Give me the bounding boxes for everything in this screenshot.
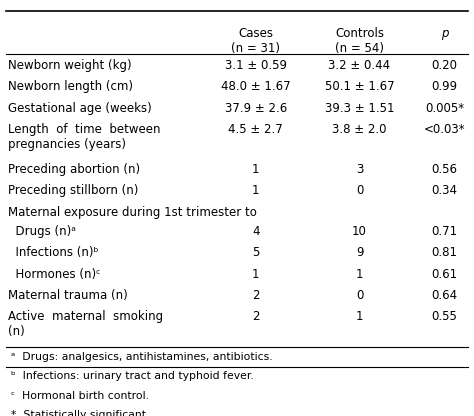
Text: 0: 0 [356,184,363,197]
Text: 39.3 ± 1.51: 39.3 ± 1.51 [325,102,394,115]
Text: Maternal exposure during 1st trimester to: Maternal exposure during 1st trimester t… [9,206,257,219]
Text: 1: 1 [252,163,260,176]
Text: 0.55: 0.55 [431,310,457,324]
Text: Preceding abortion (n): Preceding abortion (n) [9,163,141,176]
Text: 4: 4 [252,225,260,238]
Text: 0.71: 0.71 [431,225,457,238]
Text: 4.5 ± 2.7: 4.5 ± 2.7 [228,123,283,136]
Text: Drugs (n)ᵃ: Drugs (n)ᵃ [9,225,76,238]
Text: 1: 1 [356,310,363,324]
Text: 10: 10 [352,225,367,238]
Text: Maternal trauma (n): Maternal trauma (n) [9,289,128,302]
Text: 0.99: 0.99 [431,80,457,93]
Text: ᶜ  Hormonal birth control.: ᶜ Hormonal birth control. [11,391,149,401]
Text: 2: 2 [252,289,260,302]
Text: 0.56: 0.56 [431,163,457,176]
Text: ᵇ  Infections: urinary tract and typhoid fever.: ᵇ Infections: urinary tract and typhoid … [11,371,254,381]
Text: 3.8 ± 2.0: 3.8 ± 2.0 [332,123,387,136]
Text: Newborn length (cm): Newborn length (cm) [9,80,134,93]
Text: 2: 2 [252,310,260,324]
Text: Hormones (n)ᶜ: Hormones (n)ᶜ [9,267,101,280]
Text: 0: 0 [356,289,363,302]
Text: 50.1 ± 1.67: 50.1 ± 1.67 [325,80,394,93]
Text: 0.61: 0.61 [431,267,457,280]
Text: 48.0 ± 1.67: 48.0 ± 1.67 [221,80,291,93]
Text: Preceding stillborn (n): Preceding stillborn (n) [9,184,139,197]
Text: Gestational age (weeks): Gestational age (weeks) [9,102,152,115]
Text: 3.2 ± 0.44: 3.2 ± 0.44 [328,59,391,72]
Text: Newborn weight (kg): Newborn weight (kg) [9,59,132,72]
Text: 9: 9 [356,246,363,259]
Text: 37.9 ± 2.6: 37.9 ± 2.6 [225,102,287,115]
Text: 1: 1 [356,267,363,280]
Text: Length  of  time  between
pregnancies (years): Length of time between pregnancies (year… [9,123,161,151]
Text: p: p [441,27,448,40]
Text: 0.81: 0.81 [431,246,457,259]
Text: Active  maternal  smoking
(n): Active maternal smoking (n) [9,310,164,339]
Text: 1: 1 [252,184,260,197]
Text: 0.005*: 0.005* [425,102,464,115]
Text: <0.03*: <0.03* [424,123,465,136]
Text: 3: 3 [356,163,363,176]
Text: 1: 1 [252,267,260,280]
Text: 3.1 ± 0.59: 3.1 ± 0.59 [225,59,287,72]
Text: Infections (n)ᵇ: Infections (n)ᵇ [9,246,99,259]
Text: *  Statistically significant.: * Statistically significant. [11,410,149,416]
Text: 0.64: 0.64 [431,289,457,302]
Text: Cases
(n = 31): Cases (n = 31) [231,27,280,55]
Text: Controls
(n = 54): Controls (n = 54) [335,27,384,55]
Text: 0.34: 0.34 [431,184,457,197]
Text: 0.20: 0.20 [431,59,457,72]
Text: 5: 5 [252,246,260,259]
Text: ᵃ  Drugs: analgesics, antihistamines, antibiotics.: ᵃ Drugs: analgesics, antihistamines, ant… [11,352,273,362]
